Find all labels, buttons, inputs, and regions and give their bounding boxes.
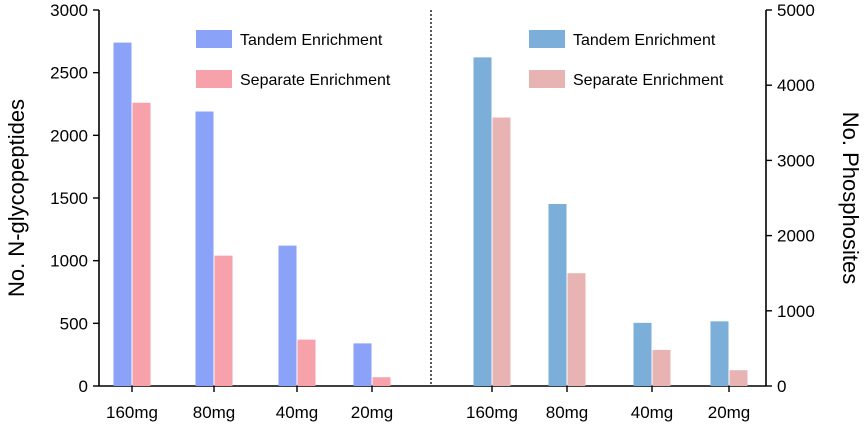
right-category-label: 80mg — [546, 403, 589, 422]
left-bar-separate — [132, 102, 151, 386]
left-category-label: 80mg — [193, 403, 236, 422]
left-bar-separate — [372, 377, 391, 386]
left-legend-label-tandem: Tandem Enrichment — [240, 32, 383, 49]
left-tick-label: 1500 — [50, 189, 88, 208]
left-tick-label: 2500 — [50, 64, 88, 83]
right-bar-separate — [652, 349, 671, 386]
right-bar-tandem — [710, 321, 729, 386]
left-tick-label: 2000 — [50, 126, 88, 145]
right-legend: Tandem Enrichment Separate Enrichment — [529, 30, 724, 89]
right-bar-tandem — [548, 204, 567, 386]
right-bar-separate — [567, 273, 586, 386]
left-tick-label: 0 — [79, 377, 88, 396]
right-legend-label-tandem: Tandem Enrichment — [573, 32, 716, 49]
left-bar-separate — [297, 339, 316, 386]
right-legend-swatch-tandem — [529, 30, 565, 48]
right-bar-tandem — [473, 57, 492, 386]
right-bar-separate — [492, 117, 511, 386]
right-tick-label: 0 — [777, 377, 786, 396]
left-legend: Tandem Enrichment Separate Enrichment — [196, 30, 391, 89]
right-category-label: 20mg — [708, 403, 751, 422]
left-legend-label-separate: Separate Enrichment — [240, 72, 391, 89]
right-category-label: 40mg — [631, 403, 674, 422]
right-tick-label: 2000 — [777, 227, 815, 246]
right-axis-ticks: 0 1000 2000 3000 4000 5000 — [766, 1, 815, 396]
category-labels: 160mg 80mg 40mg 20mg 160mg 80mg 40mg 20mg — [106, 386, 750, 422]
left-bar-separate — [214, 255, 233, 386]
bars — [113, 42, 748, 387]
right-legend-label-separate: Separate Enrichment — [573, 72, 724, 89]
right-legend-swatch-separate — [529, 70, 565, 88]
left-tick-label: 3000 — [50, 1, 88, 20]
right-tick-label: 5000 — [777, 1, 815, 20]
right-tick-label: 3000 — [777, 151, 815, 170]
left-tick-label: 1000 — [50, 252, 88, 271]
left-bar-tandem — [353, 343, 372, 386]
left-legend-swatch-separate — [196, 70, 232, 88]
right-axis-title: No. Phosphosites — [838, 112, 863, 284]
right-bar-tandem — [633, 322, 652, 386]
left-axis-title: No. N-glycopeptides — [4, 99, 29, 297]
left-category-label: 20mg — [351, 403, 394, 422]
left-tick-label: 500 — [60, 314, 88, 333]
left-category-label: 160mg — [106, 403, 158, 422]
right-tick-label: 1000 — [777, 302, 815, 321]
left-legend-swatch-tandem — [196, 30, 232, 48]
left-bar-tandem — [113, 42, 132, 386]
left-bar-tandem — [195, 111, 214, 387]
right-tick-label: 4000 — [777, 76, 815, 95]
right-bar-separate — [729, 370, 748, 386]
left-bar-tandem — [278, 245, 297, 386]
right-category-label: 160mg — [466, 403, 518, 422]
left-axis-ticks: 0 500 1000 1500 2000 2500 3000 — [50, 1, 99, 396]
left-category-label: 40mg — [276, 403, 319, 422]
